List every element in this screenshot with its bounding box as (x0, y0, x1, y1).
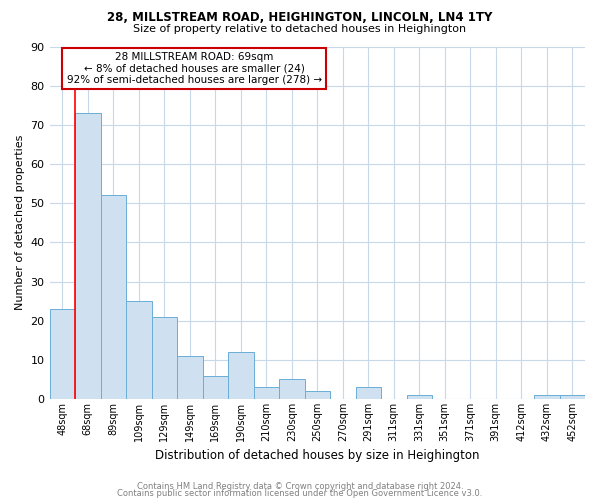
Bar (75, 113, 101, 399)
Text: 28 MILLSTREAM ROAD: 69sqm
← 8% of detached houses are smaller (24)
92% of semi-d: 28 MILLSTREAM ROAD: 69sqm ← 8% of detach… (67, 52, 322, 85)
Bar (177, 356, 203, 399)
Bar (101, 196, 126, 399)
Bar (152, 317, 177, 399)
Bar (407, 395, 432, 399)
Bar (305, 391, 330, 399)
Bar (534, 395, 560, 399)
Bar (228, 352, 254, 399)
Text: Size of property relative to detached houses in Heighington: Size of property relative to detached ho… (133, 24, 467, 34)
Bar (279, 380, 305, 399)
Bar (203, 376, 228, 399)
Bar (254, 388, 279, 399)
Bar (126, 301, 152, 399)
Bar (560, 395, 585, 399)
Text: Contains public sector information licensed under the Open Government Licence v3: Contains public sector information licen… (118, 489, 482, 498)
Text: 28, MILLSTREAM ROAD, HEIGHINGTON, LINCOLN, LN4 1TY: 28, MILLSTREAM ROAD, HEIGHINGTON, LINCOL… (107, 11, 493, 24)
Bar (356, 388, 381, 399)
Y-axis label: Number of detached properties: Number of detached properties (15, 135, 25, 310)
Text: Contains HM Land Registry data © Crown copyright and database right 2024.: Contains HM Land Registry data © Crown c… (137, 482, 463, 491)
X-axis label: Distribution of detached houses by size in Heighington: Distribution of detached houses by size … (155, 450, 479, 462)
Bar (50, 309, 75, 399)
